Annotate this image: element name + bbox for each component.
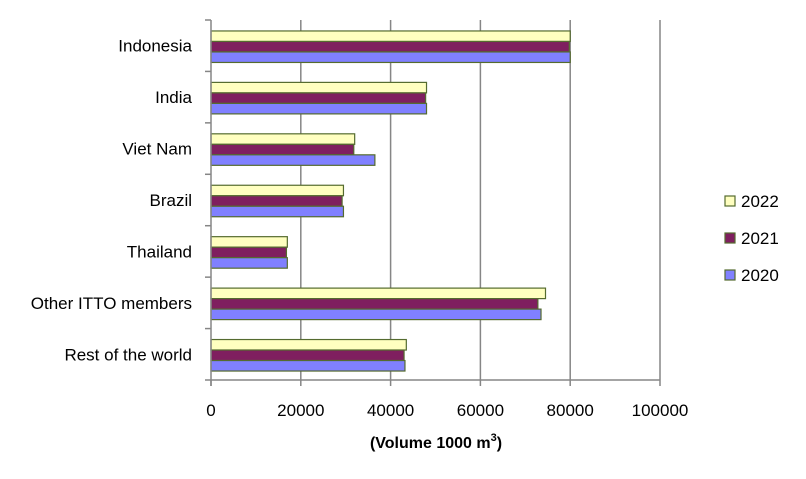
category-labels: Indonesia India Viet Nam Brazil Thailand Othe… <box>31 37 193 365</box>
x-tick-label-4: 80000 <box>547 401 594 420</box>
legend-label-2021: 2021 <box>741 229 779 248</box>
bar-rest-of-the-world-2020 <box>210 359 406 372</box>
bar-viet-nam-2020 <box>210 154 376 166</box>
category-label-1: India <box>155 88 192 107</box>
x-tick-label-0: 0 <box>206 401 215 420</box>
bar-india-2022 <box>210 81 428 94</box>
x-tick-label-2: 40000 <box>367 401 414 420</box>
bar-other-itto-members-2020 <box>210 308 542 321</box>
bar-indonesia-2021 <box>210 40 570 53</box>
bar-other-itto-members-2022 <box>210 287 547 300</box>
legend-label-2020: 2020 <box>741 266 779 285</box>
category-label-0: Indonesia <box>118 37 192 56</box>
bar-india-2021 <box>210 92 427 104</box>
legend-swatch-2020 <box>724 269 736 281</box>
bar-indonesia-2020 <box>210 51 571 64</box>
legend-swatch-2021 <box>724 232 736 244</box>
bar-viet-nam-2022 <box>210 133 356 145</box>
category-label-6: Rest of the world <box>64 345 192 364</box>
bar-viet-nam-2021 <box>210 143 355 156</box>
axes <box>205 19 661 386</box>
bar-thailand-2021 <box>210 246 288 259</box>
gridlines <box>300 20 661 380</box>
x-tick-label-3: 60000 <box>457 401 504 420</box>
bar-thailand-2022 <box>210 236 288 248</box>
bar-rest-of-the-world-2021 <box>210 349 405 362</box>
bar-india-2020 <box>210 102 428 115</box>
legend-swatch-2022 <box>724 195 736 207</box>
category-label-5: Other ITTO members <box>31 294 192 313</box>
bar-brazil-2022 <box>210 184 345 197</box>
bar-other-itto-members-2021 <box>210 298 539 310</box>
bar-brazil-2020 <box>210 205 345 218</box>
x-tick-label-5: 100000 <box>632 401 689 420</box>
bar-brazil-2021 <box>210 195 343 207</box>
x-axis-title: (Volume 1000 m3) <box>370 432 502 452</box>
bar-rest-of-the-world-2022 <box>210 338 407 351</box>
category-label-3: Brazil <box>149 191 192 210</box>
x-tick-label-1: 20000 <box>277 401 324 420</box>
bars <box>210 30 571 372</box>
bar-indonesia-2022 <box>210 30 571 43</box>
legend-label-2022: 2022 <box>741 192 779 211</box>
x-tick-labels: 0 20000 40000 60000 80000 100000 <box>206 401 688 420</box>
category-label-4: Thailand <box>127 242 192 261</box>
bar-thailand-2020 <box>210 257 288 269</box>
legend: 2022 2021 2020 <box>724 192 779 285</box>
category-label-2: Viet Nam <box>122 140 192 159</box>
